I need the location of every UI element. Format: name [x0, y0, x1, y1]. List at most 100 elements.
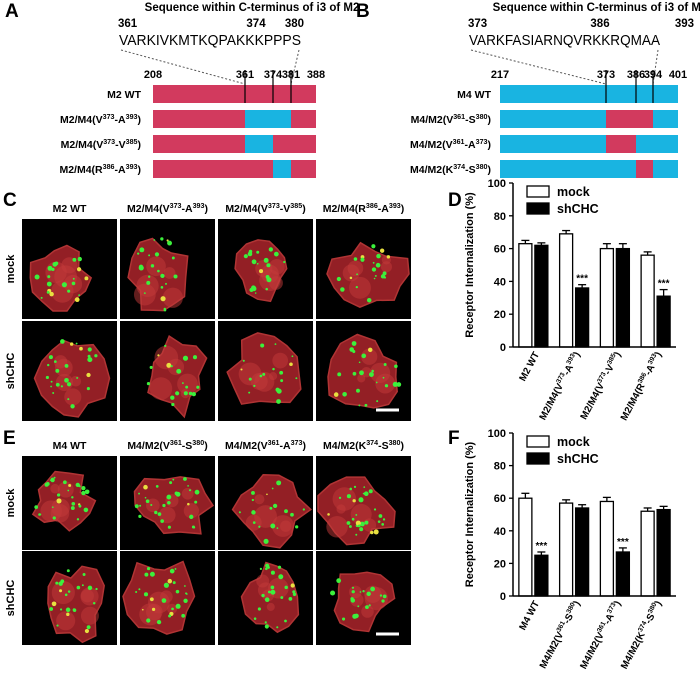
label-part: M4/M2(K: [619, 630, 648, 671]
vesicle: [163, 582, 169, 588]
label-part: M2 WT: [517, 350, 542, 383]
vesicle: [280, 596, 284, 599]
label-part: ): [653, 350, 664, 358]
segment: [245, 135, 273, 153]
superscript: 361: [170, 439, 182, 447]
vesicle: [56, 493, 61, 497]
vesicle: [374, 274, 377, 277]
label-part: M2/M4(V: [538, 381, 567, 422]
vesicle: [377, 520, 381, 523]
y-tick-label: 40: [494, 526, 506, 538]
vesicle: [157, 269, 160, 273]
vesicle: [370, 586, 375, 592]
vesicle: [336, 578, 342, 584]
segment: [153, 160, 273, 178]
vesicle: [352, 350, 356, 354]
superscript: 380: [647, 601, 659, 614]
vesicle: [349, 487, 353, 491]
label-part: ): [204, 440, 208, 452]
vesicle: [153, 239, 156, 241]
y-tick-label: 0: [500, 591, 506, 603]
vesicle: [269, 506, 273, 510]
vesicle: [193, 526, 196, 529]
sequence-title: Sequence within C-terminus of i3 of M4: [493, 2, 700, 14]
superscript: 361: [453, 113, 465, 121]
vesicle: [258, 525, 261, 528]
y-axis-label: Receptor Internalization (%): [464, 441, 476, 587]
bar: [518, 497, 533, 597]
cell-texture: [51, 581, 75, 605]
cell-texture: [269, 276, 283, 290]
vesicle: [162, 503, 166, 508]
vesicle: [183, 391, 188, 396]
x-tick-label: M2/M4(R386-A393): [618, 350, 664, 423]
vesicle: [266, 493, 268, 496]
cell-texture: [349, 585, 362, 599]
vesicle: [59, 589, 63, 593]
vesicle: [396, 382, 402, 387]
superscript: 373: [103, 138, 115, 146]
vesicle: [359, 591, 362, 593]
vesicle: [168, 614, 172, 618]
vesicle: [170, 395, 175, 400]
segment: [153, 110, 245, 128]
vesicle: [185, 592, 188, 595]
vesicle: [251, 490, 255, 495]
label-part: ): [138, 139, 142, 151]
vesicle: [356, 273, 359, 276]
vesicle: [166, 362, 172, 368]
superscript: 386: [366, 202, 378, 210]
vesicle: [363, 491, 369, 497]
cell-texture: [257, 582, 274, 598]
sequence-position: 386: [590, 18, 609, 30]
superscript: 380: [389, 439, 401, 447]
cell-texture: [133, 283, 156, 306]
vesicle: [371, 267, 377, 272]
vesicle: [369, 372, 374, 377]
bar: [615, 247, 631, 348]
dotted-guide: [120, 49, 246, 85]
vesicle: [175, 391, 180, 396]
vesicle: [263, 257, 269, 263]
superscript: 374: [453, 163, 465, 171]
x-tick-label: M2/M4(V373-V385): [578, 350, 624, 422]
vesicle: [69, 342, 74, 346]
bar: [615, 551, 631, 597]
legend-swatch: [526, 185, 550, 198]
superscript: 386: [637, 371, 649, 384]
segment: [245, 110, 291, 128]
vesicle: [257, 607, 261, 611]
label-part: M4/M2(V: [225, 440, 268, 452]
dotted-guide: [652, 49, 659, 85]
bar: [640, 510, 655, 597]
vesicle: [78, 294, 81, 297]
vesicle: [375, 381, 378, 384]
vesicle: [292, 590, 296, 594]
vesicle: [277, 565, 282, 569]
vesicle: [394, 364, 398, 369]
vesicle: [265, 563, 270, 568]
vesicle: [149, 365, 153, 369]
superscript: 373: [606, 601, 618, 614]
cell-texture: [80, 606, 99, 625]
bar: [656, 295, 671, 348]
vesicle: [185, 385, 189, 389]
label-part: -S: [465, 164, 476, 176]
column-header: M4/M2(V361-S380): [127, 439, 207, 452]
vesicle: [382, 594, 387, 599]
bar: [574, 507, 590, 597]
vesicle: [82, 573, 86, 576]
label-part: -A: [182, 203, 193, 215]
vesicle: [167, 240, 172, 246]
sequence: VARKFASIARNQVRKKRQMAA: [469, 32, 660, 49]
superscript: 393: [389, 202, 401, 210]
legend-swatch: [526, 435, 550, 448]
vesicle: [141, 608, 144, 611]
vesicle: [270, 523, 276, 529]
vesicle: [148, 275, 151, 278]
cell-texture: [80, 587, 99, 606]
bar: [656, 508, 671, 597]
vesicle: [289, 362, 293, 367]
vesicle: [262, 372, 266, 376]
vesicle: [56, 624, 59, 627]
